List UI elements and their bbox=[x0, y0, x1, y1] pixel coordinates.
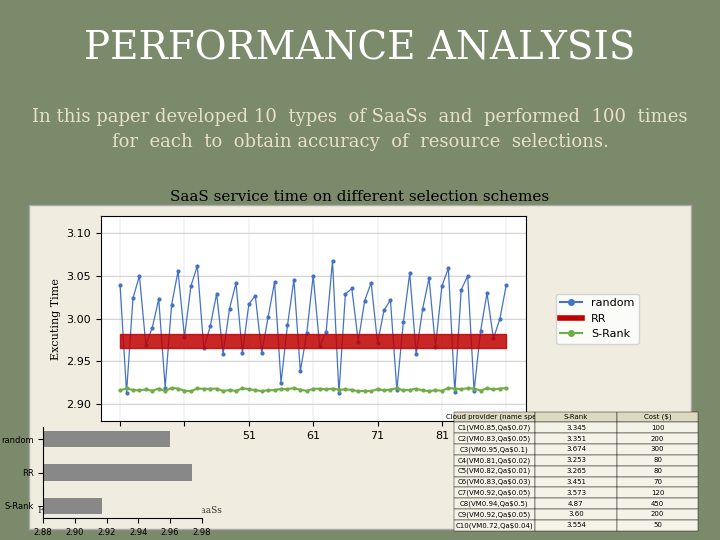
Bar bbox=[0, 464, 192, 481]
Legend: random, RR, S-Rank: random, RR, S-Rank bbox=[556, 294, 639, 343]
Y-axis label: Excuting Time: Excuting Time bbox=[50, 278, 60, 360]
FancyBboxPatch shape bbox=[29, 205, 691, 529]
Text: PERFORMANCE ANALYSIS: PERFORMANCE ANALYSIS bbox=[84, 30, 636, 67]
Text: Figure 9. Average service time of SaaSs: Figure 9. Average service time of SaaSs bbox=[37, 506, 222, 515]
Bar bbox=[0, 431, 170, 448]
Bar bbox=[0, 497, 102, 514]
Text: SaaS service time on different selection schemes: SaaS service time on different selection… bbox=[171, 190, 549, 204]
Text: In this paper developed 10  types  of SaaSs  and  performed  100  times
for  eac: In this paper developed 10 types of SaaS… bbox=[32, 108, 688, 151]
